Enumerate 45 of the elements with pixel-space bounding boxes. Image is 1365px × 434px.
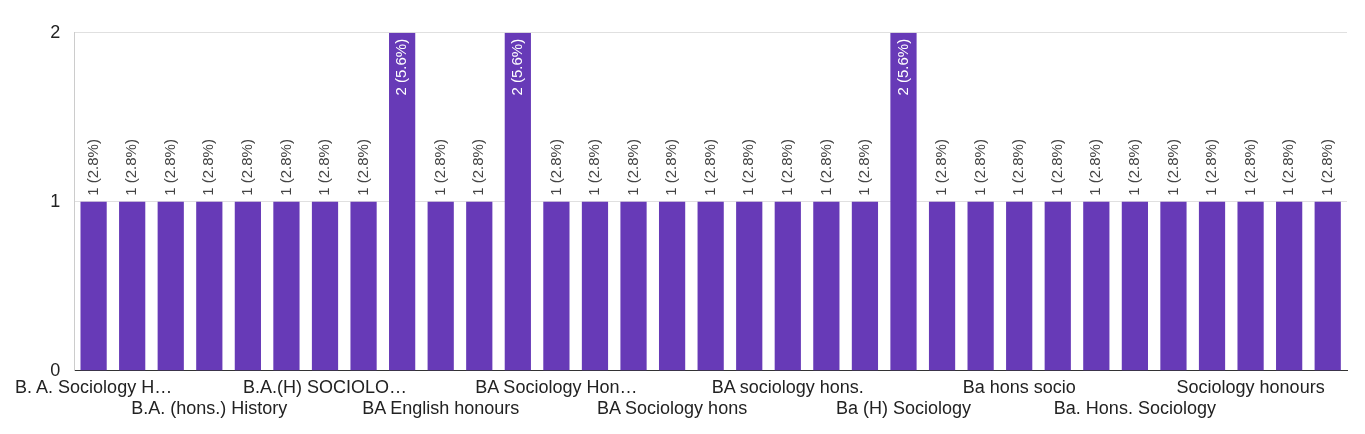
data-label: 1 (2.8%) xyxy=(932,139,950,196)
data-label: 1 (2.8%) xyxy=(1125,139,1143,196)
data-label: 1 (2.8%) xyxy=(970,139,988,196)
data-label: 1 (2.8%) xyxy=(315,139,333,196)
data-label: 1 (2.8%) xyxy=(1279,139,1297,196)
data-label: 2 (5.6%) xyxy=(893,38,911,96)
data-label: 1 (2.8%) xyxy=(816,139,834,196)
x-tick-label: B.A. (hons.) History xyxy=(131,398,288,419)
data-label: 1 (2.8%) xyxy=(585,139,603,196)
data-label: 1 (2.8%) xyxy=(623,139,641,196)
x-tick-label: Ba. Hons. Sociology xyxy=(1053,398,1216,419)
data-label: 2 (5.6%) xyxy=(507,38,525,96)
y-tick-label: 2 xyxy=(50,21,61,42)
data-label: 1 (2.8%) xyxy=(238,139,256,196)
data-label: 1 (2.8%) xyxy=(430,139,448,196)
x-tick-label: Sociology honours xyxy=(1176,376,1325,397)
data-label: 1 (2.8%) xyxy=(1240,139,1258,196)
data-label: 1 (2.8%) xyxy=(546,139,564,196)
data-label: 1 (2.8%) xyxy=(122,139,140,196)
data-label: 1 (2.8%) xyxy=(700,139,718,196)
data-label: 1 (2.8%) xyxy=(160,139,178,196)
data-label: 1 (2.8%) xyxy=(469,139,487,196)
data-label: 1 (2.8%) xyxy=(276,139,294,196)
data-label: 1 (2.8%) xyxy=(83,139,101,196)
data-label: 1 (2.8%) xyxy=(662,139,680,196)
data-label: 1 (2.8%) xyxy=(1202,139,1220,196)
x-tick-label: BA Sociology hons xyxy=(597,398,748,419)
data-label: 1 (2.8%) xyxy=(1009,139,1027,196)
x-tick-label: BA Sociology Hon… xyxy=(475,376,638,397)
data-label: 1 (2.8%) xyxy=(1086,139,1104,196)
x-tick-label: BA English honours xyxy=(362,398,520,419)
x-tick-label: Ba (H) Sociology xyxy=(835,398,972,419)
data-label: 1 (2.8%) xyxy=(739,139,757,196)
y-tick-label: 1 xyxy=(50,190,61,211)
data-label: 1 (2.8%) xyxy=(855,139,873,196)
data-label: 1 (2.8%) xyxy=(1047,139,1065,196)
data-label: 1 (2.8%) xyxy=(1317,139,1335,196)
data-label: 1 (2.8%) xyxy=(199,139,217,196)
data-label: 1 (2.8%) xyxy=(1163,139,1181,196)
data-label: 2 (5.6%) xyxy=(392,38,410,96)
x-tick-label: B.A.(H) SOCIOLO… xyxy=(242,376,408,397)
data-label: 1 (2.8%) xyxy=(353,139,371,196)
data-label: 1 (2.8%) xyxy=(777,139,795,196)
x-tick-label: Ba hons socio xyxy=(962,376,1076,397)
x-tick-label: BA sociology hons. xyxy=(711,376,864,397)
